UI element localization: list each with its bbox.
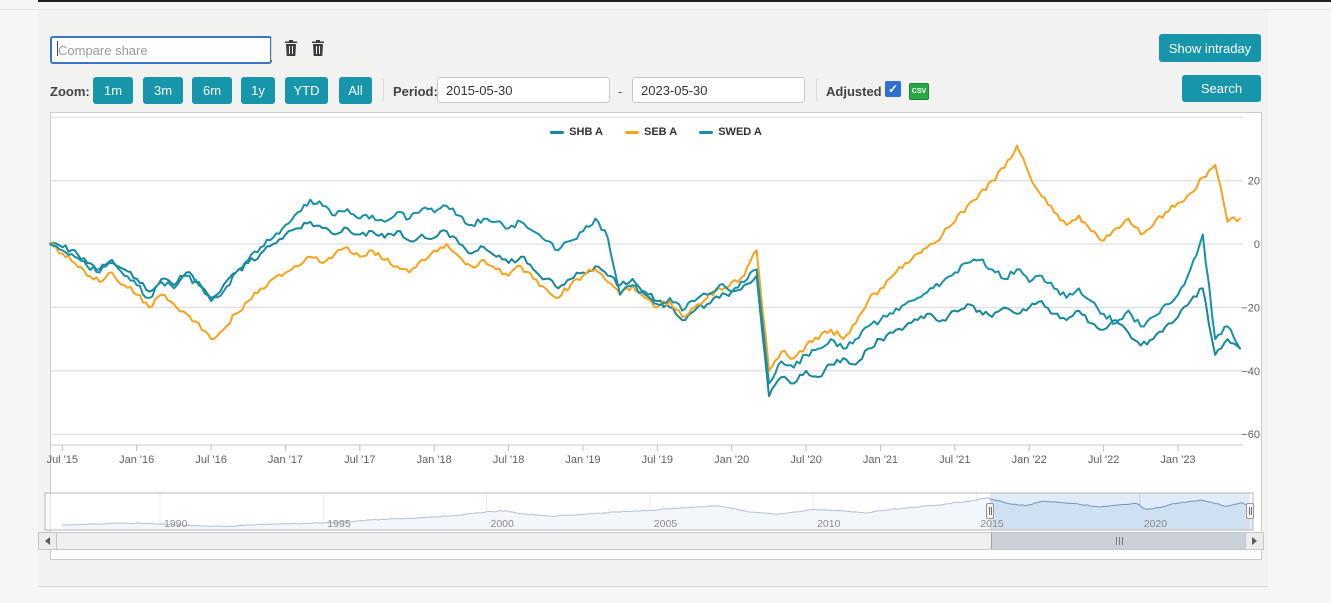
remove-series-1-trash-icon[interactable]: [281, 39, 301, 59]
zoom-all-button[interactable]: All: [339, 77, 372, 104]
text-caret: [57, 41, 58, 56]
show-intraday-button[interactable]: Show intraday: [1159, 34, 1261, 62]
legend-label: SEB A: [644, 126, 678, 138]
scrollbar-left-arrow-icon[interactable]: [39, 533, 57, 549]
zoom-1m-button[interactable]: 1m: [93, 77, 133, 104]
top-dark-border: [38, 0, 1331, 2]
adjusted-checkbox[interactable]: ✓: [885, 81, 901, 97]
legend-label: SHB A: [569, 126, 603, 138]
compare-share-input[interactable]: [50, 36, 272, 64]
zoom-ytd-button[interactable]: YTD: [285, 77, 328, 104]
scrollbar-right-arrow-icon[interactable]: [1245, 533, 1263, 549]
period-to-input[interactable]: [632, 77, 805, 103]
csv-export-icon[interactable]: CSV: [909, 83, 929, 100]
legend-line-swatch: [625, 130, 639, 134]
divider: [271, 38, 272, 60]
legend-item-swed-a[interactable]: SWED A: [699, 126, 762, 138]
top-separator: [0, 9, 1331, 10]
navigator-scrollbar[interactable]: [38, 532, 1264, 550]
legend-line-swatch: [550, 130, 565, 134]
legend-line-swatch: [699, 130, 714, 134]
adjusted-label: Adjusted: [826, 84, 882, 99]
navigator-right-handle[interactable]: [1246, 503, 1254, 519]
zoom-1y-button[interactable]: 1y: [241, 77, 275, 104]
legend-label: SWED A: [718, 126, 762, 138]
legend-item-shb-a[interactable]: SHB A: [550, 126, 603, 138]
divider: [816, 79, 817, 101]
legend-item-seb-a[interactable]: SEB A: [625, 126, 677, 138]
period-from-input[interactable]: [437, 77, 610, 103]
period-label: Period:: [393, 84, 438, 99]
chart-card: [50, 112, 1262, 560]
zoom-label: Zoom:: [50, 84, 90, 99]
zoom-6m-button[interactable]: 6m: [192, 77, 232, 104]
zoom-3m-button[interactable]: 3m: [143, 77, 183, 104]
search-button[interactable]: Search: [1182, 75, 1261, 102]
period-range-separator: -: [618, 84, 623, 99]
chart-legend: SHB A SEB A SWED A: [50, 126, 1262, 138]
divider: [383, 79, 384, 101]
scrollbar-thumb[interactable]: [991, 533, 1247, 549]
remove-series-2-trash-icon[interactable]: [308, 39, 328, 59]
navigator-left-handle[interactable]: [986, 503, 994, 519]
